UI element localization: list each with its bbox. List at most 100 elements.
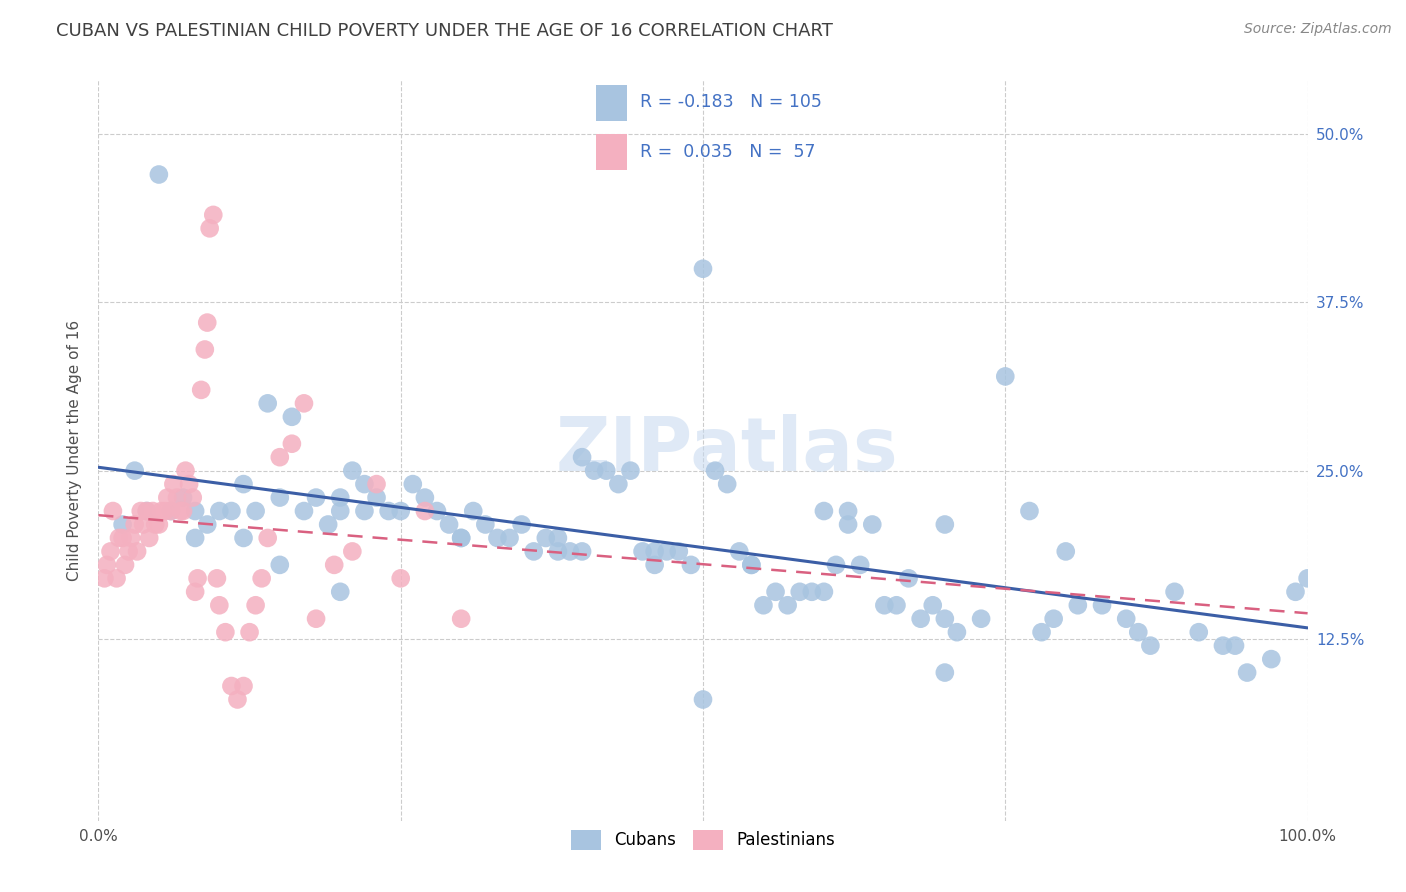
Point [292, 504, 315, 518]
Point [897, 571, 920, 585]
Point [250, 571, 273, 585]
Point [143, 517, 166, 532]
Point [679, 558, 702, 572]
Point [105, 571, 128, 585]
Text: CUBAN VS PALESTINIAN CHILD POVERTY UNDER THE AGE OF 16 CORRELATION CHART: CUBAN VS PALESTINIAN CHILD POVERTY UNDER… [56, 22, 834, 40]
Point [813, 504, 835, 518]
Point [108, 531, 131, 545]
Point [195, 316, 218, 330]
Point [160, 504, 183, 518]
Point [571, 544, 593, 558]
Point [765, 584, 787, 599]
Point [245, 599, 267, 613]
Point [752, 599, 775, 613]
Point [1236, 665, 1258, 680]
Point [789, 584, 811, 599]
Point [256, 396, 278, 410]
Point [860, 517, 883, 532]
Point [132, 517, 155, 532]
Point [437, 517, 460, 532]
Point [426, 504, 449, 518]
Point [172, 504, 194, 518]
Point [1054, 544, 1077, 558]
Point [450, 612, 472, 626]
Point [716, 477, 738, 491]
Point [837, 504, 859, 518]
Point [1091, 599, 1114, 613]
Point [595, 464, 617, 478]
Point [160, 504, 183, 518]
Point [221, 504, 243, 518]
Point [342, 464, 364, 478]
Point [232, 679, 254, 693]
Point [205, 571, 228, 585]
Point [366, 477, 388, 491]
Point [1284, 584, 1306, 599]
Point [655, 544, 678, 558]
Point [910, 612, 932, 626]
Point [124, 517, 146, 532]
Point [402, 477, 425, 491]
Point [174, 464, 197, 478]
Point [198, 221, 221, 235]
Point [1296, 571, 1319, 585]
Point [450, 531, 472, 545]
Point [644, 544, 666, 558]
Point [1115, 612, 1137, 626]
Point [534, 531, 557, 545]
Point [232, 531, 254, 545]
Point [849, 558, 872, 572]
Point [825, 558, 848, 572]
Point [101, 504, 124, 518]
Point [148, 168, 170, 182]
Point [323, 558, 346, 572]
Point [135, 504, 157, 518]
Point [450, 531, 472, 545]
Point [607, 477, 630, 491]
Point [305, 491, 328, 505]
Point [114, 558, 136, 572]
Point [994, 369, 1017, 384]
Point [886, 599, 908, 613]
Point [202, 208, 225, 222]
Point [172, 491, 194, 505]
Point [353, 477, 375, 491]
Point [111, 531, 134, 545]
Point [221, 679, 243, 693]
Point [946, 625, 969, 640]
Point [269, 491, 291, 505]
Point [127, 544, 149, 558]
Point [156, 491, 179, 505]
Point [353, 504, 375, 518]
Point [510, 517, 533, 532]
Point [342, 544, 364, 558]
Point [704, 464, 727, 478]
Point [181, 491, 204, 505]
Point [1128, 625, 1150, 640]
Point [1188, 625, 1211, 640]
Point [583, 464, 606, 478]
Point [179, 477, 201, 491]
Point [316, 517, 339, 532]
Point [142, 504, 165, 518]
Point [873, 599, 896, 613]
Point [1031, 625, 1053, 640]
Point [813, 584, 835, 599]
Point [169, 504, 191, 518]
Point [129, 504, 152, 518]
Point [740, 558, 762, 572]
Point [329, 584, 352, 599]
Point [970, 612, 993, 626]
Point [184, 531, 207, 545]
Point [135, 504, 157, 518]
Point [934, 517, 956, 532]
Point [389, 504, 412, 518]
Point [668, 544, 690, 558]
Point [740, 558, 762, 572]
Point [269, 558, 291, 572]
Point [389, 571, 412, 585]
Point [934, 612, 956, 626]
Point [281, 436, 304, 450]
Point [226, 692, 249, 706]
Point [474, 517, 496, 532]
